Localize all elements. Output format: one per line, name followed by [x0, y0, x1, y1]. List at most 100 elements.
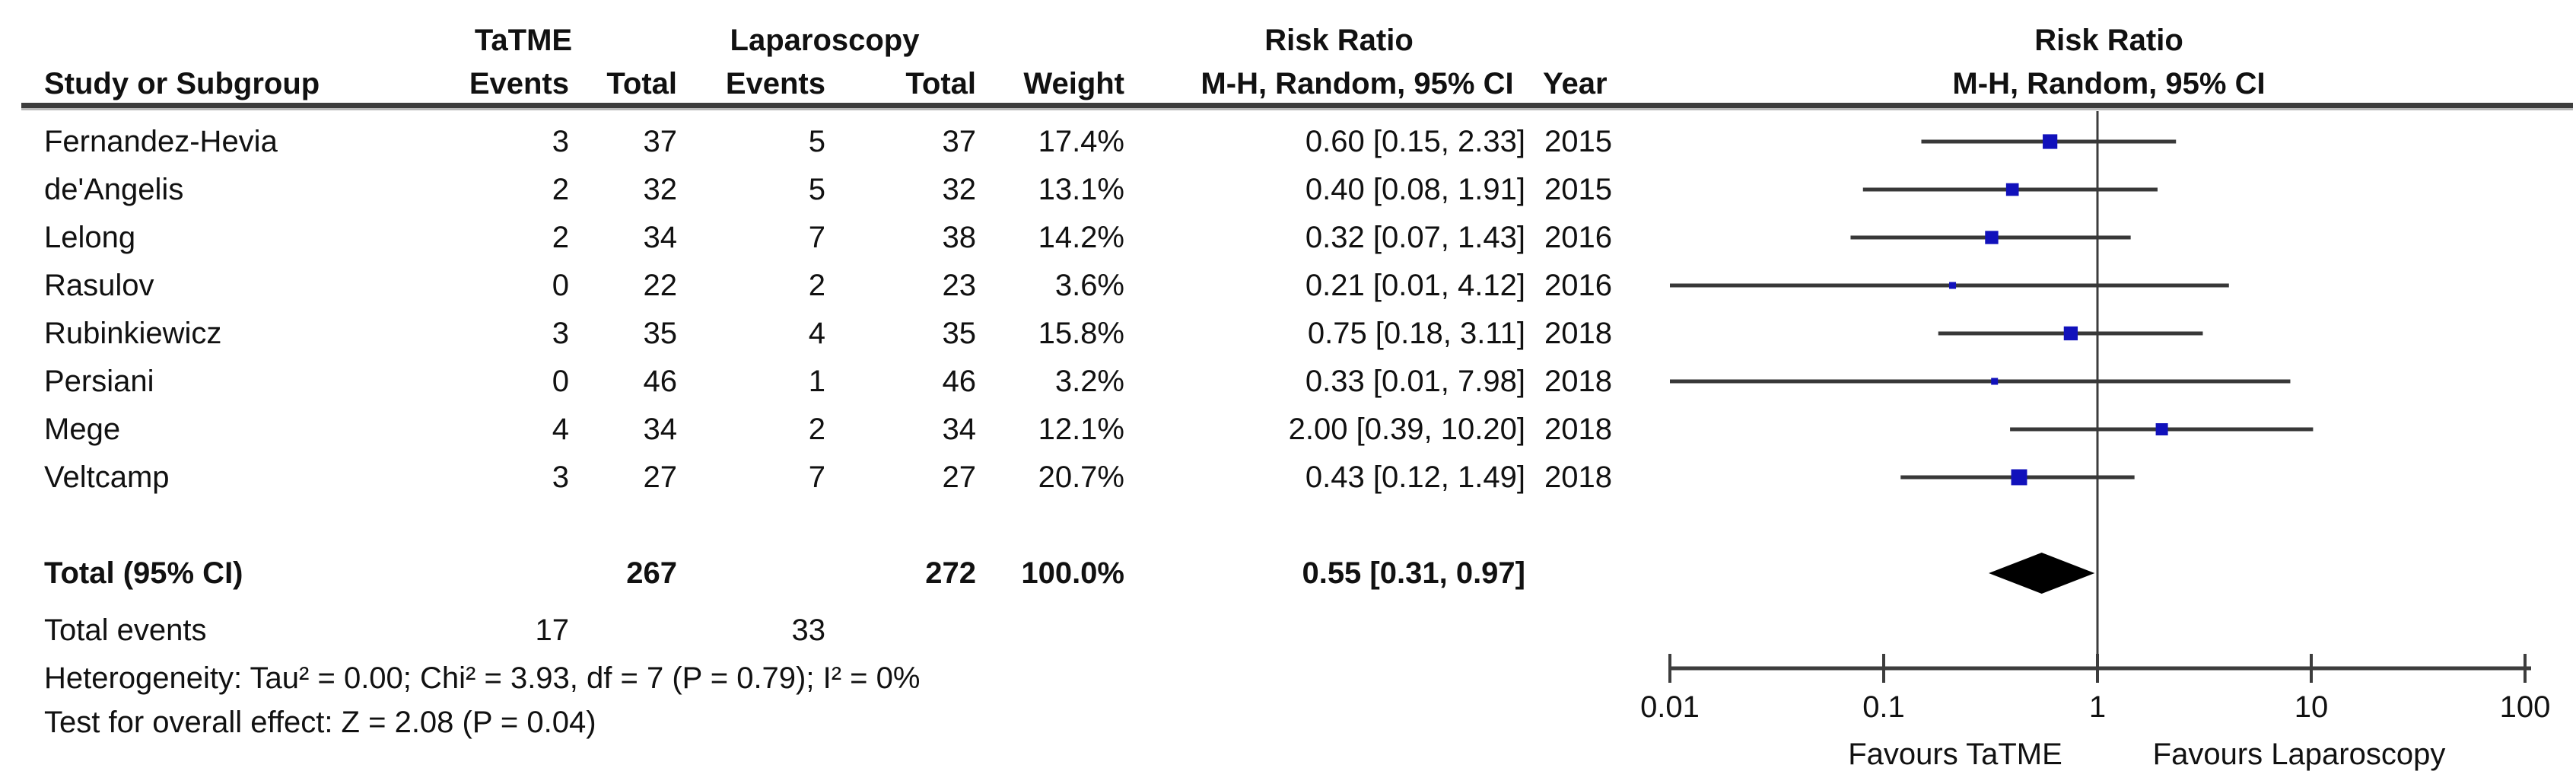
total-lap-value: 272 — [925, 556, 976, 590]
col-header-study: Study or Subgroup — [44, 67, 320, 100]
total-events-tatme-value: 17 — [535, 613, 570, 647]
year-value: 2015 — [1544, 125, 1612, 158]
col-header-weight: Weight — [1023, 67, 1124, 100]
total-events-lap-value: 33 — [791, 613, 826, 647]
study-name: Rasulov — [44, 269, 154, 302]
weight-value: 15.8% — [1038, 317, 1124, 350]
x-tick-label: 10 — [2295, 690, 2329, 724]
plot-header-method-ci: M-H, Random, 95% CI — [1952, 67, 2266, 100]
col-header-risk-ratio: Risk Ratio — [1264, 24, 1414, 57]
tatme-events-value: 2 — [552, 221, 569, 254]
study-name: Lelong — [44, 221, 136, 254]
tatme-total-value: 37 — [643, 125, 678, 158]
lap-events-value: 5 — [808, 173, 825, 206]
total-diamond — [1989, 553, 2095, 594]
year-value: 2018 — [1544, 461, 1612, 494]
tatme-total-value: 27 — [643, 461, 678, 494]
lap-total-value: 37 — [942, 125, 977, 158]
tatme-events-value: 4 — [552, 413, 569, 446]
col-header-total-lap: Total — [905, 67, 976, 100]
effect-marker — [2005, 183, 2019, 196]
lap-events-value: 2 — [808, 413, 825, 446]
tatme-events-value: 3 — [552, 125, 569, 158]
tatme-total-value: 34 — [643, 413, 678, 446]
rr-ci-value: 0.60 [0.15, 2.33] — [1305, 125, 1525, 158]
weight-value: 20.7% — [1038, 461, 1124, 494]
rr-ci-value: 0.40 [0.08, 1.91] — [1305, 173, 1525, 206]
rr-ci-value: 0.33 [0.01, 7.98] — [1305, 365, 1525, 398]
tatme-events-value: 3 — [552, 461, 569, 494]
lap-events-value: 7 — [808, 461, 825, 494]
tatme-total-value: 46 — [643, 365, 678, 398]
col-header-total-tatme: Total — [606, 67, 677, 100]
col-header-events-tatme: Events — [469, 67, 569, 100]
weight-value: 12.1% — [1038, 413, 1124, 446]
total-rr-ci-value: 0.55 [0.31, 0.97] — [1302, 556, 1525, 590]
year-value: 2016 — [1544, 221, 1612, 254]
lap-events-value: 7 — [808, 221, 825, 254]
col-group-laparoscopy: Laparoscopy — [730, 24, 920, 57]
total-row-label: Total (95% CI) — [44, 556, 243, 590]
weight-value: 13.1% — [1038, 173, 1124, 206]
favours-left-label: Favours TaTME — [1848, 738, 2062, 771]
tatme-total-value: 32 — [643, 173, 678, 206]
effect-marker — [2011, 469, 2027, 486]
rr-ci-value: 0.21 [0.01, 4.12] — [1305, 269, 1525, 302]
lap-total-value: 27 — [942, 461, 977, 494]
lap-total-value: 23 — [942, 269, 977, 302]
lap-total-value: 46 — [942, 365, 977, 398]
effect-marker — [2063, 326, 2078, 341]
weight-value: 3.6% — [1054, 269, 1124, 302]
heterogeneity-text: Heterogeneity: Tau² = 0.00; Chi² = 3.93,… — [44, 661, 921, 695]
year-value: 2016 — [1544, 269, 1612, 302]
effect-marker — [1991, 378, 1999, 385]
plot-header-risk-ratio: Risk Ratio — [2034, 24, 2183, 57]
total-events-label: Total events — [44, 613, 207, 647]
lap-total-value: 35 — [942, 317, 977, 350]
year-value: 2018 — [1544, 317, 1612, 350]
tatme-total-value: 34 — [643, 221, 678, 254]
effect-marker — [1949, 282, 1957, 289]
effect-marker — [1985, 231, 1999, 244]
study-name: Rubinkiewicz — [44, 317, 222, 350]
rr-ci-value: 2.00 [0.39, 10.20] — [1288, 413, 1525, 446]
effect-marker — [2155, 422, 2168, 436]
lap-total-value: 34 — [942, 413, 977, 446]
tatme-total-value: 35 — [643, 317, 678, 350]
x-tick-label: 1 — [2089, 690, 2106, 724]
weight-value: 14.2% — [1038, 221, 1124, 254]
study-name: Veltcamp — [44, 461, 170, 494]
year-value: 2015 — [1544, 173, 1612, 206]
lap-events-value: 1 — [808, 365, 825, 398]
rr-ci-value: 0.43 [0.12, 1.49] — [1305, 461, 1525, 494]
x-tick-label: 0.01 — [1640, 690, 1700, 724]
header-rule — [21, 103, 2573, 110]
lap-events-value: 5 — [808, 125, 825, 158]
tatme-events-value: 2 — [552, 173, 569, 206]
tatme-events-value: 0 — [552, 269, 569, 302]
year-value: 2018 — [1544, 413, 1612, 446]
overall-effect-text: Test for overall effect: Z = 2.08 (P = 0… — [44, 706, 596, 739]
tatme-total-value: 22 — [643, 269, 678, 302]
x-tick-label: 0.1 — [1862, 690, 1905, 724]
col-header-year: Year — [1543, 67, 1608, 100]
col-header-method-ci: M-H, Random, 95% CI — [1201, 67, 1514, 100]
weight-value: 3.2% — [1054, 365, 1124, 398]
study-name: Persiani — [44, 365, 154, 398]
col-group-tatme: TaTME — [474, 24, 573, 57]
tatme-events-value: 0 — [552, 365, 569, 398]
lap-events-value: 4 — [808, 317, 825, 350]
year-value: 2018 — [1544, 365, 1612, 398]
study-name: de'Angelis — [44, 173, 184, 206]
x-tick-label: 100 — [2500, 690, 2551, 724]
weight-value: 17.4% — [1038, 125, 1124, 158]
total-tatme-value: 267 — [626, 556, 677, 590]
tatme-events-value: 3 — [552, 317, 569, 350]
total-weight-value: 100.0% — [1021, 556, 1124, 590]
col-header-events-lap: Events — [725, 67, 825, 100]
study-name: Mege — [44, 413, 121, 446]
effect-marker — [2043, 134, 2058, 149]
lap-total-value: 32 — [942, 173, 977, 206]
